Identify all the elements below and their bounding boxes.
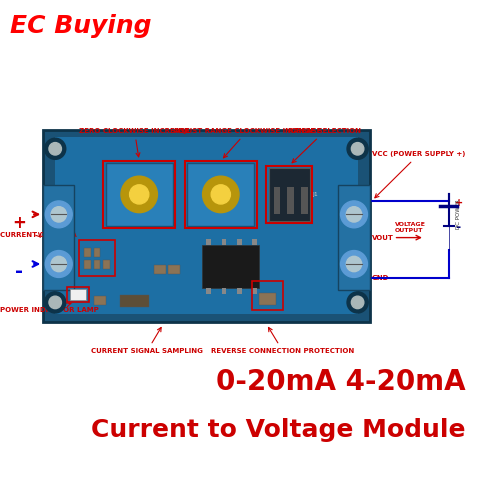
Bar [84, 260, 91, 269]
Bar [187, 163, 254, 226]
Text: EC Buying: EC Buying [10, 14, 151, 38]
Bar [168, 265, 180, 274]
Bar [185, 161, 257, 228]
Circle shape [51, 256, 66, 272]
Text: VOLTAGE
OUTPUT: VOLTAGE OUTPUT [395, 222, 426, 233]
Bar [222, 288, 227, 294]
Circle shape [121, 176, 157, 213]
Bar [252, 281, 283, 310]
Bar [55, 137, 358, 314]
Bar [106, 163, 173, 226]
Bar [202, 245, 259, 288]
Circle shape [346, 256, 361, 272]
Bar [266, 166, 312, 223]
Text: DC POWER: DC POWER [456, 199, 461, 228]
Circle shape [340, 251, 367, 277]
Text: RANGE SELECTION: RANGE SELECTION [288, 129, 361, 163]
Circle shape [340, 201, 367, 228]
Circle shape [49, 296, 61, 309]
Text: ZERO CLOCKWISE INCREASE: ZERO CLOCKWISE INCREASE [79, 129, 190, 157]
Bar [94, 296, 106, 305]
Text: REVERSE CONNECTION PROTECTION: REVERSE CONNECTION PROTECTION [211, 327, 354, 354]
Circle shape [45, 138, 66, 159]
Bar [252, 239, 257, 245]
Circle shape [346, 207, 361, 222]
Bar [94, 260, 100, 269]
Text: VOUT: VOUT [372, 235, 394, 240]
Circle shape [347, 138, 368, 159]
Circle shape [45, 292, 66, 313]
Bar [338, 185, 370, 290]
Circle shape [211, 185, 230, 204]
Bar [154, 265, 166, 274]
Bar [103, 161, 175, 228]
Text: -: - [15, 262, 23, 281]
Bar [287, 187, 294, 214]
Circle shape [130, 185, 149, 204]
Text: J1: J1 [312, 192, 318, 197]
Circle shape [351, 296, 364, 309]
Circle shape [49, 143, 61, 155]
Bar [252, 288, 257, 294]
Bar [94, 248, 100, 257]
Bar [222, 239, 227, 245]
Circle shape [347, 292, 368, 313]
Circle shape [351, 143, 364, 155]
Circle shape [45, 201, 72, 228]
Bar [237, 288, 241, 294]
Text: CURRENT 0/4-20MA: CURRENT 0/4-20MA [0, 232, 77, 238]
Bar [259, 293, 276, 305]
Text: POWER INDICATOR LAMP: POWER INDICATOR LAMP [0, 303, 99, 313]
Text: Current to Voltage Module: Current to Voltage Module [91, 418, 466, 442]
Bar [120, 295, 149, 307]
Bar [269, 168, 310, 221]
Text: CURRENT SIGNAL SAMPLING: CURRENT SIGNAL SAMPLING [91, 327, 203, 354]
Circle shape [51, 207, 66, 222]
Text: +: + [455, 198, 463, 208]
Circle shape [203, 176, 239, 213]
Bar [206, 239, 211, 245]
Text: +: + [12, 214, 26, 232]
Bar [274, 187, 280, 214]
Text: VCC (POWER SUPPLY +): VCC (POWER SUPPLY +) [372, 152, 466, 198]
Text: ADJUST RANGE CLOCKWISE INCREASE: ADJUST RANGE CLOCKWISE INCREASE [173, 129, 321, 158]
Bar [84, 248, 91, 257]
Text: 0-20mA 4-20mA: 0-20mA 4-20mA [216, 368, 466, 396]
Bar [43, 185, 74, 290]
Bar [237, 239, 241, 245]
Bar [79, 240, 115, 276]
Bar [70, 289, 86, 300]
Text: -: - [455, 221, 460, 235]
Circle shape [45, 251, 72, 277]
Text: GND: GND [372, 275, 389, 281]
Bar [301, 187, 308, 214]
Bar [103, 260, 110, 269]
Bar [206, 288, 211, 294]
Bar [67, 287, 89, 302]
Bar [43, 130, 370, 322]
